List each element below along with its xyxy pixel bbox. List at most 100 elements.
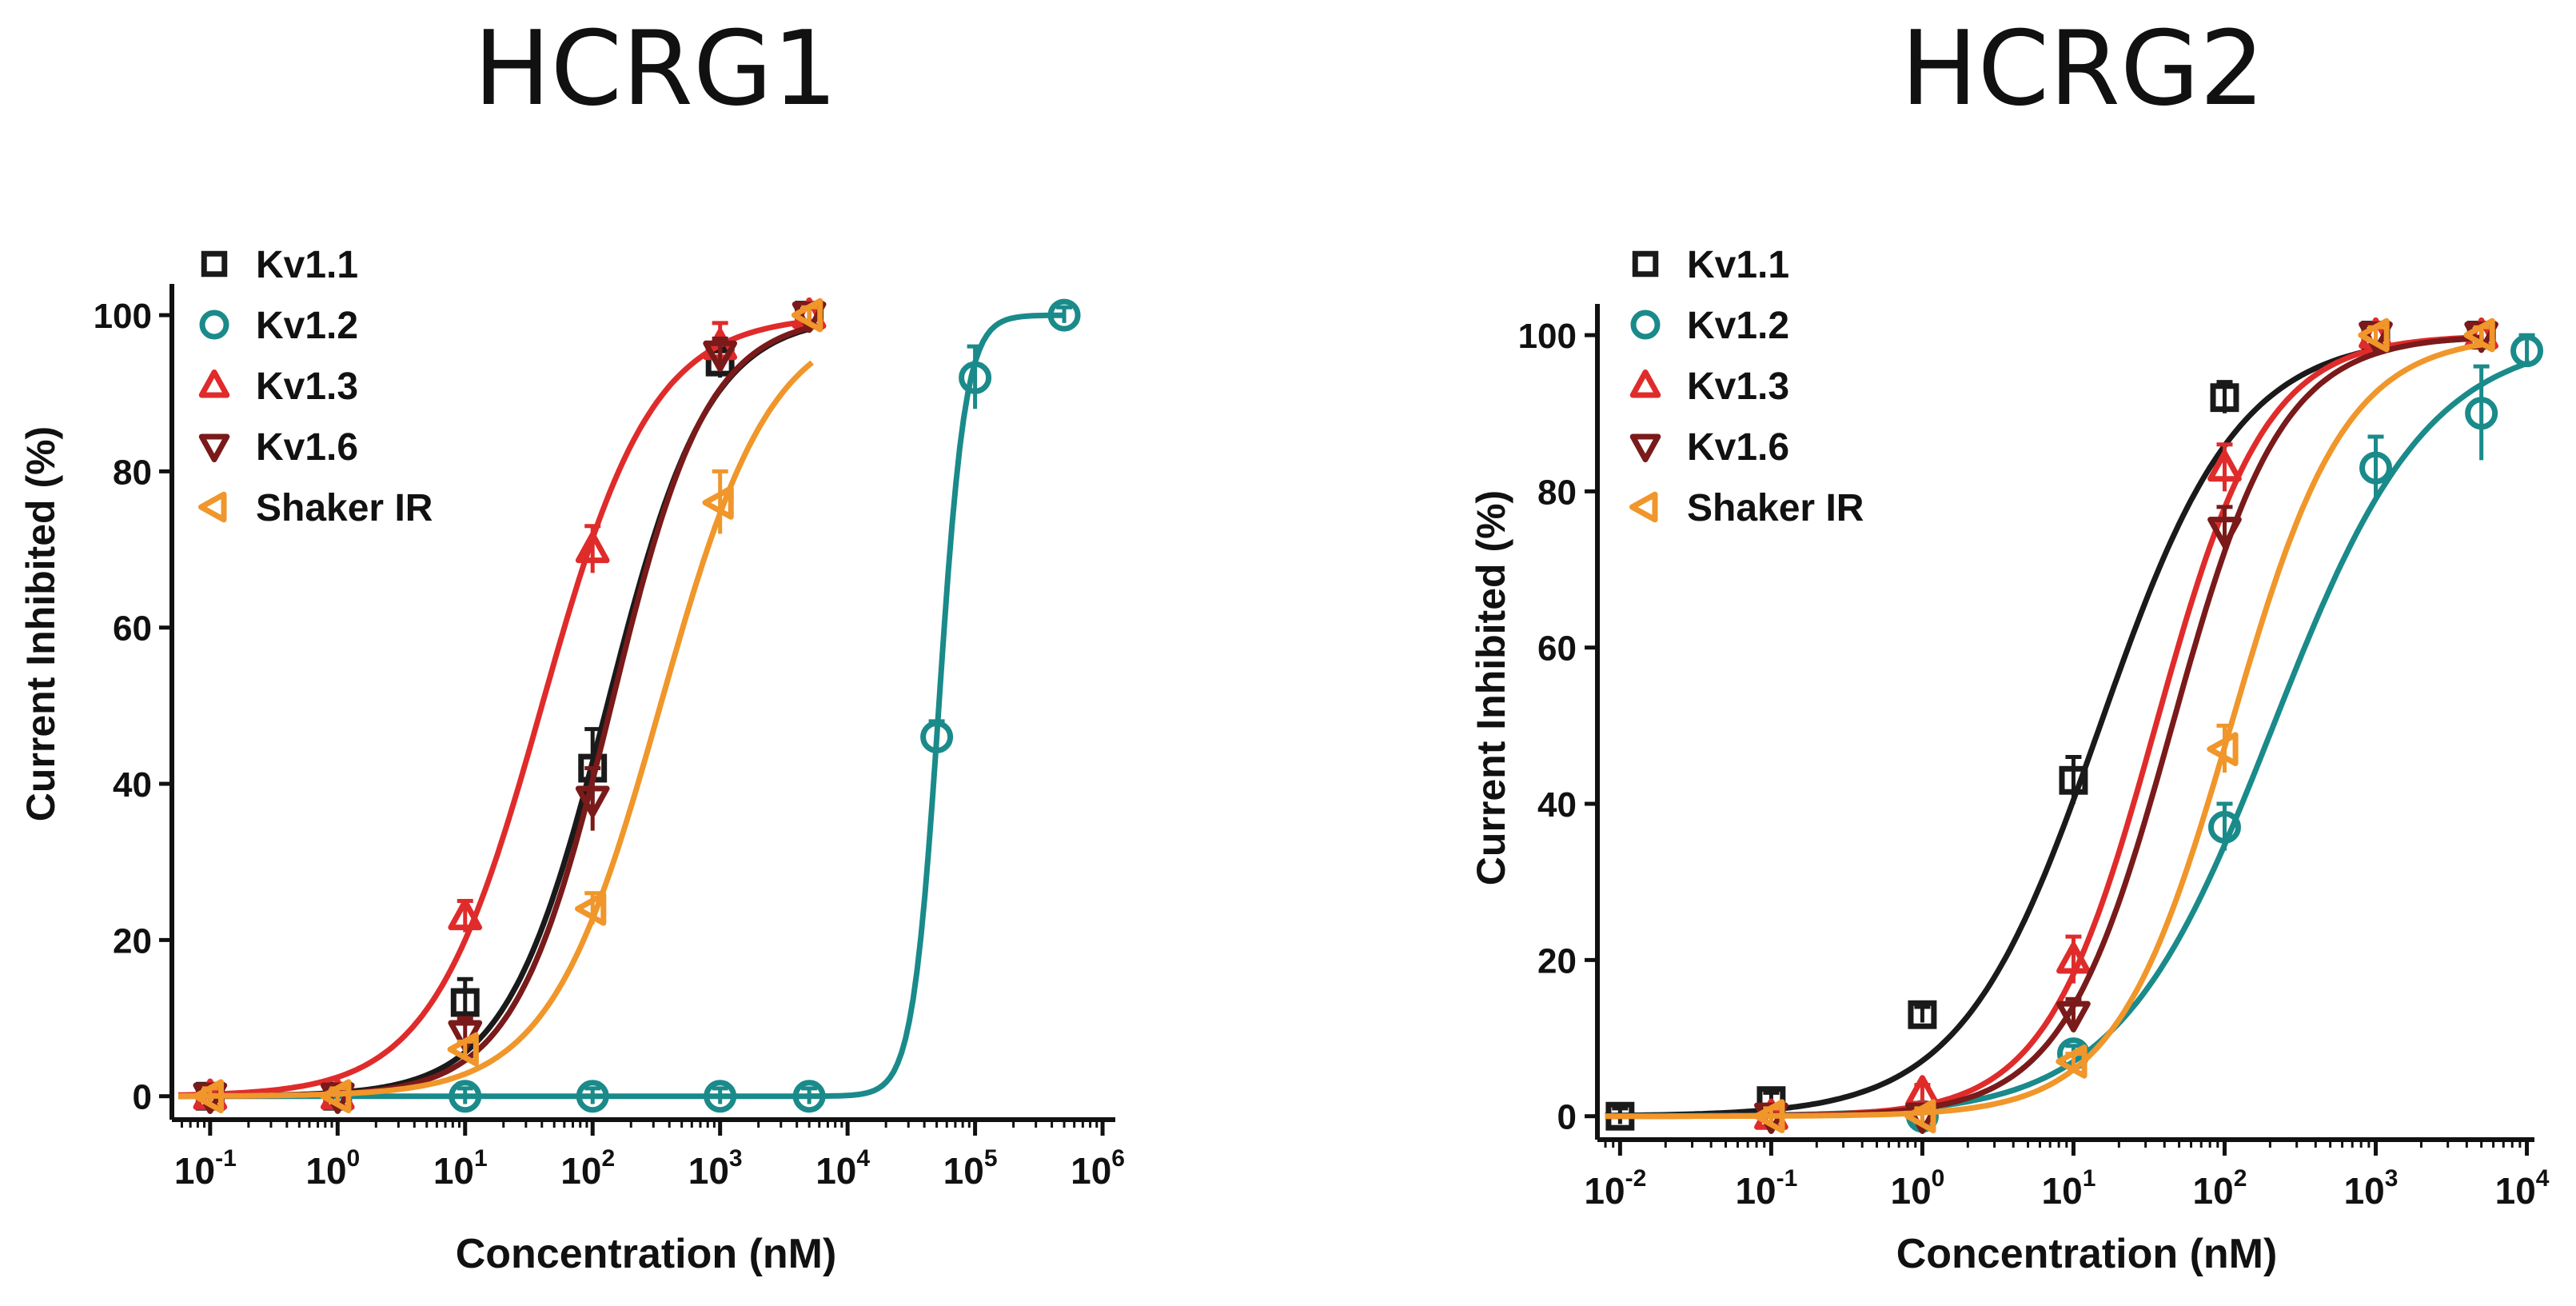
- x-tick-label: 100: [305, 1145, 360, 1192]
- x-tick-label: 106: [1071, 1145, 1125, 1192]
- legend-marker: [1629, 433, 1661, 462]
- y-tick-label: 40: [1537, 785, 1577, 825]
- data-point-kv1-2: [792, 1080, 826, 1113]
- legend-marker: [1632, 250, 1659, 278]
- y-axis-label: Current Inhibited (%): [1469, 490, 1513, 885]
- x-axis-label: Concentration (nM): [1896, 1231, 2278, 1277]
- y-tick-label: 100: [94, 297, 152, 336]
- data-point-kv1-2: [2359, 451, 2393, 485]
- x-tick-label: 10-1: [174, 1145, 237, 1192]
- data-point-shaker-ir: [192, 1079, 224, 1114]
- data-point-kv1-1: [1908, 1000, 1937, 1029]
- legend: Kv1.1 Kv1.2 Kv1.3 Kv1.6 Shaker IR: [198, 244, 433, 529]
- legend-label: Kv1.2: [256, 305, 358, 347]
- data-point-kv1-6: [575, 785, 610, 817]
- plot-area: 0 20 40 60 80 100 10-2 10-1 100 101 102 103 104: [1518, 304, 2550, 1212]
- data-point-kv1-3: [2056, 942, 2091, 974]
- y-axis-label: Current Inhibited (%): [18, 426, 63, 821]
- data-point-kv1-1: [2210, 383, 2239, 413]
- x-tick-label: 103: [688, 1145, 743, 1192]
- legend-label: Shaker IR: [1687, 487, 1864, 529]
- data-point-shaker-ir: [2056, 1044, 2088, 1079]
- data-point-kv1-6: [703, 340, 738, 373]
- legend-label: Kv1.6: [256, 426, 358, 469]
- legend-marker: [1630, 310, 1661, 340]
- legend-label: Kv1.6: [1687, 426, 1789, 469]
- x-tick-label: 104: [815, 1145, 870, 1192]
- legend-marker: [198, 433, 230, 462]
- legend-label: Kv1.3: [1687, 365, 1789, 408]
- legend-item-kv1-2: Kv1.2: [1630, 305, 1789, 347]
- data-point-kv1-2: [704, 1080, 737, 1113]
- x-tick-label: 10-2: [1584, 1165, 1646, 1212]
- data-point-shaker-ir: [1753, 1099, 1785, 1134]
- data-point-shaker-ir: [575, 891, 607, 926]
- data-point-shaker-ir: [1904, 1099, 1936, 1134]
- legend: Kv1.1 Kv1.2 Kv1.3 Kv1.6 Shaker IR: [1629, 244, 1864, 529]
- legend-item-kv1-2: Kv1.2: [199, 305, 358, 347]
- legend-item-kv1-1: Kv1.1: [201, 244, 358, 286]
- data-point-kv1-1: [450, 988, 480, 1017]
- data-point-shaker-ir: [2463, 318, 2495, 353]
- y-tick-label: 20: [1537, 941, 1577, 980]
- data-point-shaker-ir: [791, 298, 823, 333]
- data-point-kv1-2: [2207, 810, 2241, 844]
- y-tick-label: 60: [113, 609, 152, 649]
- data-point-kv1-3: [575, 531, 610, 564]
- chart-title: HCRG1: [473, 10, 837, 129]
- legend-item-kv1-3: Kv1.3: [1629, 365, 1789, 408]
- legend-marker: [198, 491, 227, 523]
- chart-title: HCRG2: [1900, 10, 2264, 129]
- y-tick-label: 80: [1537, 473, 1577, 512]
- data-point-kv1-3: [448, 898, 483, 931]
- x-tick-label: 101: [433, 1145, 488, 1192]
- data-point-shaker-ir: [2358, 318, 2390, 353]
- data-point-kv1-2: [2510, 334, 2544, 368]
- y-tick-label: 40: [113, 765, 152, 805]
- legend-item-kv1-3: Kv1.3: [198, 365, 358, 408]
- legend-label: Kv1.1: [1687, 244, 1789, 286]
- data-point-shaker-ir: [320, 1079, 352, 1114]
- x-tick-label: 102: [2193, 1165, 2247, 1212]
- y-tick-label: 100: [1518, 317, 1577, 356]
- fit-curve-shaker-ir: [178, 360, 814, 1099]
- legend-marker: [1629, 491, 1658, 523]
- chart-panel-hcrg1: HCRG1 Current Inhibited (%) Concentratio…: [18, 10, 1125, 1277]
- chart-panel-hcrg2: HCRG2 Current Inhibited (%) Concentratio…: [1469, 10, 2550, 1277]
- x-tick-label: 102: [560, 1145, 615, 1192]
- data-point-kv1-3: [2207, 449, 2242, 482]
- x-tick-label: 10-1: [1735, 1165, 1797, 1212]
- data-point-kv1-2: [1047, 298, 1081, 332]
- legend-label: Kv1.1: [256, 244, 358, 286]
- data-point-kv1-2: [449, 1080, 482, 1113]
- fit-curve-shaker-ir: [1605, 341, 2485, 1120]
- legend-item-kv1-1: Kv1.1: [1632, 244, 1789, 286]
- legend-marker: [198, 369, 230, 398]
- x-tick-label: 105: [943, 1145, 998, 1192]
- y-tick-label: 0: [1557, 1098, 1577, 1137]
- data-point-kv1-1: [2059, 765, 2088, 795]
- legend-item-shaker-ir: Shaker IR: [198, 487, 433, 529]
- legend-label: Kv1.2: [1687, 305, 1789, 347]
- x-tick-label: 101: [2042, 1165, 2096, 1212]
- legend-marker: [199, 310, 229, 340]
- data-point-shaker-ir: [447, 1032, 479, 1067]
- legend-item-kv1-6: Kv1.6: [1629, 426, 1789, 469]
- data-point-kv1-6: [2207, 517, 2242, 549]
- data-point-kv1-2: [2465, 397, 2498, 430]
- data-point-kv1-2: [959, 361, 992, 394]
- legend-item-shaker-ir: Shaker IR: [1629, 487, 1864, 529]
- data-point-kv1-6: [2056, 1000, 2091, 1032]
- x-tick-label: 103: [2344, 1165, 2399, 1212]
- y-tick-label: 60: [1537, 629, 1577, 669]
- data-point-kv1-2: [576, 1080, 609, 1113]
- legend-item-kv1-6: Kv1.6: [198, 426, 358, 469]
- data-point-shaker-ir: [2207, 732, 2239, 767]
- x-axis-label: Concentration (nM): [456, 1231, 837, 1277]
- y-tick-label: 0: [133, 1078, 152, 1117]
- legend-marker: [1629, 369, 1661, 398]
- x-tick-label: 100: [1890, 1165, 1944, 1212]
- y-tick-label: 20: [113, 921, 152, 961]
- legend-label: Shaker IR: [256, 487, 433, 529]
